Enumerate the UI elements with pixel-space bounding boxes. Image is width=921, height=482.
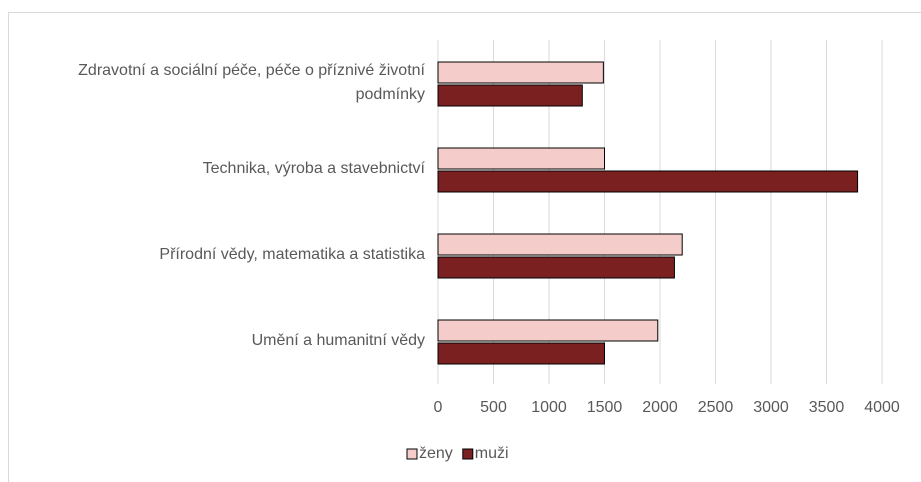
x-tick-label: 1000 (531, 399, 567, 416)
x-tick-label: 3000 (753, 399, 789, 416)
legend-label: ženy (419, 445, 453, 462)
y-tick-label: Umění a humanitní vědy (251, 332, 425, 349)
bar (437, 233, 683, 256)
bar (437, 170, 859, 193)
x-tick-label: 3500 (809, 399, 845, 416)
bar (437, 61, 604, 84)
x-tick-label: 0 (434, 399, 443, 416)
bar (437, 256, 675, 279)
legend-swatch (462, 448, 474, 460)
x-tick-label: 500 (480, 399, 507, 416)
y-tick-label: Přírodní vědy, matematika a statistika (159, 246, 425, 263)
bar (437, 319, 659, 342)
x-tick-label: 2500 (698, 399, 734, 416)
x-tick-label: 4000 (864, 399, 900, 416)
y-tick-label: Technika, výroba a stavebnictví (202, 160, 425, 177)
bar (437, 84, 583, 107)
x-tick-label: 1500 (587, 399, 623, 416)
legend-label: muži (475, 445, 509, 462)
chart-border (8, 12, 921, 482)
x-tick-label: 2000 (642, 399, 678, 416)
bar (437, 342, 605, 365)
bar (437, 147, 605, 170)
y-tick-label: Zdravotní a sociální péče, péče o přízni… (78, 62, 425, 103)
legend-swatch (406, 448, 418, 460)
